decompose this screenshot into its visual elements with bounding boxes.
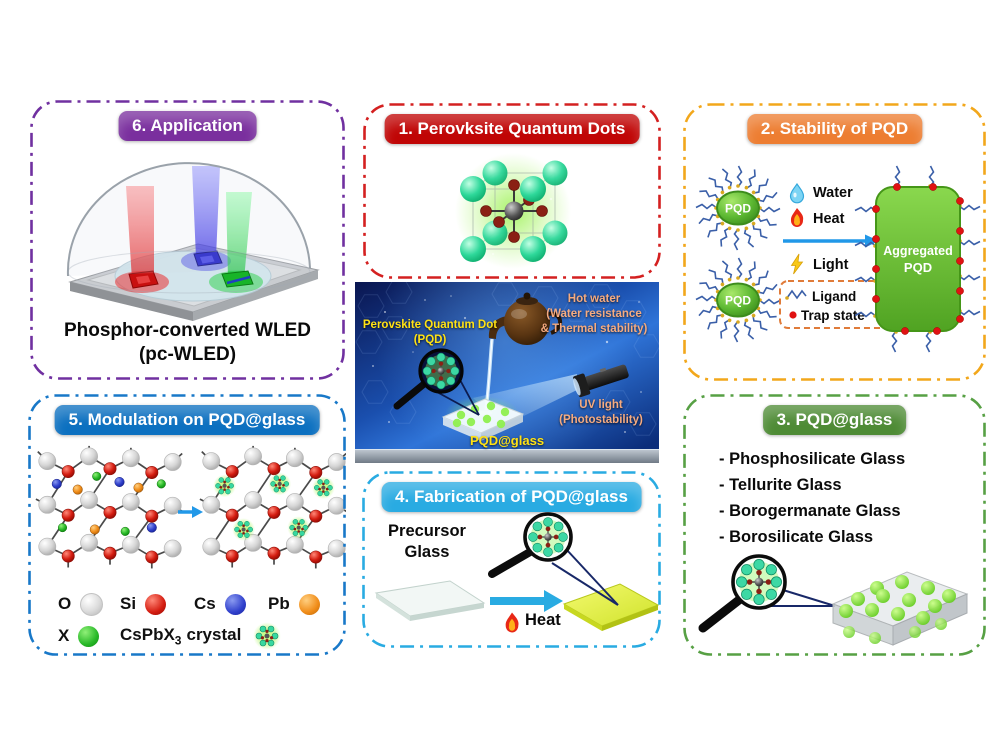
pqd-glass-caption: PQD@glass [469, 433, 545, 448]
cesium-atom-icon [224, 593, 246, 615]
panel-stability-of-pqd: 2. Stability of PQD PQD PQD Water Heat [683, 103, 986, 381]
lightning-icon [790, 253, 804, 275]
svg-text:Ligand: Ligand [812, 289, 856, 304]
uv-flashlight-icon [573, 364, 629, 398]
svg-text:Heat: Heat [813, 211, 845, 227]
silicon-atom-icon [145, 593, 167, 615]
pqd-caption: Perovskite Quantum Dot (PQD) [362, 319, 498, 346]
wled-illustration [66, 162, 320, 321]
panel-pqd-title: 1. Perovksite Quantum Dots [384, 114, 640, 144]
pqd-with-ligands-2: PQD [696, 258, 780, 342]
precursor-glass-plate [374, 580, 486, 621]
stability-test-illustration: Perovskite Quantum Dot (PQD) Hot water (… [355, 282, 659, 463]
wled-caption: Phosphor-converted WLED (pc-WLED) [63, 319, 311, 366]
dome-cover [66, 162, 311, 277]
pqd-glass-plate [562, 583, 660, 631]
panel-application: 6. Application [30, 100, 345, 380]
magnifier-icon [488, 512, 573, 578]
svg-text:Aggregated: Aggregated [883, 244, 952, 258]
panel-stability-title: 2. Stability of PQD [746, 114, 923, 144]
glass-block [831, 571, 969, 646]
panel-modulation: 5. Modulation on PQD@glass [28, 394, 346, 656]
trap-state-icon [789, 311, 797, 319]
list-item: - Phosphosilicate Glass [719, 450, 906, 468]
oxygen-atom-icon [80, 592, 104, 616]
panel-pqd-glass-title: 3. PQD@glass [762, 405, 907, 435]
panel-application-title: 6. Application [118, 111, 257, 141]
panel-modulation-title: 5. Modulation on PQD@glass [54, 405, 320, 435]
pqd-glass-slab [441, 398, 525, 441]
cspbx3-crystal-icon [252, 621, 282, 651]
ground [355, 449, 659, 463]
list-item: - Borogermanate Glass [719, 502, 901, 520]
svg-text:PQD: PQD [725, 294, 751, 308]
list-item: - Tellurite Glass [719, 476, 842, 494]
panel-pqd-glass: 3. PQD@glass - Phosphosilicate Glass - T… [683, 394, 986, 656]
panel-fabrication-title: 4. Fabrication of PQD@glass [381, 482, 642, 512]
glass-network-diagrams [35, 445, 346, 570]
teapot-illustration [488, 292, 562, 345]
stability-diagram: PQD PQD Water Heat Light [683, 165, 981, 353]
glass-type-list: - Phosphosilicate Glass - Tellurite Glas… [719, 446, 905, 550]
green-led-chip [221, 270, 254, 288]
hot-water-caption: Hot water (Water resistance & Thermal st… [540, 293, 648, 335]
svg-text:PQD: PQD [725, 202, 751, 216]
magnifier-icon [393, 348, 464, 410]
glass-network-with-crystals [199, 445, 346, 570]
water-drop-icon [789, 182, 805, 204]
halide-atom-icon [78, 625, 100, 647]
aggregated-pqd: Aggregated PQD [854, 165, 981, 353]
flame-icon [790, 208, 804, 227]
svg-text:Light: Light [813, 257, 849, 273]
center-scene [355, 282, 659, 463]
pqd-with-ligands-1: PQD [696, 166, 780, 250]
magnifier-icon [698, 554, 787, 633]
panel-fabrication: 4. Fabrication of PQD@glass Precursor Gl… [362, 471, 661, 648]
precursor-glass-label: Precursor Glass [388, 522, 466, 561]
lead-atom-icon [298, 593, 320, 615]
atom-legend: O Si Cs Pb X CsPbX3 crystal [58, 591, 328, 655]
uv-light-caption: UV light (Photostability) [559, 399, 643, 426]
flame-icon [505, 612, 519, 633]
perovskite-unit-cell [455, 153, 571, 269]
pqd-glass-block-illustration [698, 554, 969, 646]
svg-text:Water: Water [813, 185, 853, 201]
glass-network-with-ions [35, 445, 185, 570]
ligand-icon [786, 289, 807, 300]
svg-text:PQD: PQD [904, 260, 932, 275]
panel-perovskite-quantum-dots: 1. Perovksite Quantum Dots [363, 103, 661, 279]
heat-arrow [490, 590, 563, 612]
heat-label: Heat [525, 611, 561, 629]
modulation-arrow [178, 506, 203, 518]
